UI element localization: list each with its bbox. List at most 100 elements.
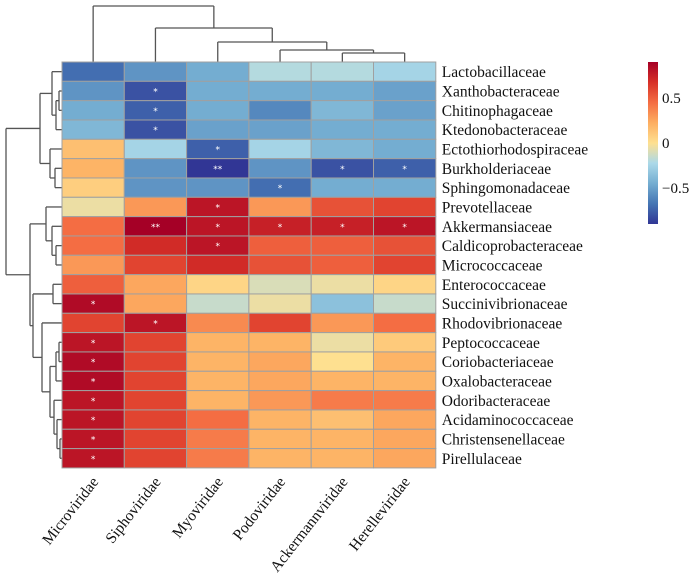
heatmap-cell (310, 119, 375, 140)
row-label: Rhodovibrionaceae (442, 315, 563, 332)
heatmap-cell (248, 100, 312, 121)
heatmap-cell (310, 235, 375, 256)
row-label: Micrococcaceae (442, 257, 543, 274)
row-label: Lactobacillaceae (442, 64, 546, 81)
row-label: Akkermansiaceae (442, 219, 552, 236)
row-label: Succinivibrionaceae (442, 296, 568, 313)
significance-marker: * (153, 87, 158, 97)
heatmap-cell (310, 370, 375, 392)
heatmap-cell (123, 196, 188, 218)
heatmap-cell (123, 448, 188, 469)
heatmap-cell (310, 312, 375, 334)
column-label: Myoviridae (169, 474, 227, 542)
significance-marker: * (91, 339, 96, 349)
heatmap-cell (123, 332, 188, 353)
column-label: Siphoviridae (102, 474, 164, 547)
heatmap-cell (123, 351, 188, 372)
heatmap-cell (123, 274, 188, 295)
row-label: Peptococcaceae (442, 335, 540, 352)
heatmap-cell (186, 61, 250, 82)
colorbar-gradient (648, 62, 658, 224)
significance-marker: * (216, 242, 221, 252)
significance-marker: * (91, 300, 96, 310)
row-label: Xanthobacteraceae (442, 83, 560, 100)
heatmap-cell (61, 100, 125, 121)
heatmap-cell (61, 312, 125, 334)
heatmap-cell (373, 390, 437, 411)
significance-marker: * (216, 223, 221, 233)
heatmap-cell (61, 254, 125, 276)
heatmap-cell (373, 100, 437, 121)
significance-marker: * (278, 223, 283, 233)
heatmap-cell (373, 409, 437, 430)
significance-marker: * (153, 126, 158, 136)
row-label: Ktedonobacteraceae (442, 122, 568, 139)
heatmap-cell (310, 177, 375, 198)
heatmap-cell (373, 332, 437, 353)
heatmap-cell (248, 390, 312, 411)
colorbar-tick-label: 0.5 (662, 91, 681, 107)
row-label: Oxalobacteraceae (442, 373, 552, 390)
column-labels: Microviridae Siphoviridae Myoviridae Podovi… (39, 474, 414, 575)
heatmap-cell (123, 409, 188, 430)
row-label: Burkholderiaceae (442, 161, 551, 178)
heatmap-cell (248, 61, 312, 82)
heatmap-cell (373, 448, 437, 469)
heatmap-cell (373, 370, 437, 392)
heatmap-cell (186, 409, 250, 430)
heatmap-cell (310, 80, 375, 102)
heatmap-cell (373, 274, 437, 295)
heatmap-cell (310, 332, 375, 353)
heatmap-cell (373, 312, 437, 334)
heatmap-cell (61, 80, 125, 102)
row-label: Chitinophagaceae (442, 103, 553, 120)
heatmap-cell (248, 254, 312, 276)
row-label: Odoribacteraceae (442, 393, 551, 410)
significance-marker: * (91, 416, 96, 426)
heatmap-cell (310, 196, 375, 218)
heatmap-cell (123, 254, 188, 276)
heatmap-cell (186, 177, 250, 198)
heatmap-cell (186, 332, 250, 353)
row-label: Ectothiorhodospiraceae (442, 141, 588, 158)
row-label: Christensenellaceae (442, 431, 565, 448)
heatmap-cell (186, 274, 250, 295)
significance-marker: * (216, 203, 221, 213)
heatmap-cell (248, 158, 312, 179)
heatmap-cell (123, 390, 188, 411)
column-label: Herelleviridae (346, 474, 414, 554)
significance-marker: * (153, 319, 158, 329)
row-label: Acidaminococcaceae (442, 412, 574, 429)
heatmap-cell (248, 428, 312, 450)
column-label: Podoviridae (230, 474, 290, 544)
heatmap-cell (373, 196, 437, 218)
heatmap-cell (186, 428, 250, 450)
significance-marker: ** (151, 223, 161, 233)
heatmap-cell (373, 80, 437, 102)
heatmap-cell (248, 119, 312, 140)
colorbar: 0.5 0 −0.5 (648, 62, 689, 224)
row-label: Pirellulaceae (442, 451, 522, 468)
significance-marker: * (91, 435, 96, 445)
heatmap-cell (310, 293, 375, 314)
colorbar-tick-label: 0 (662, 136, 670, 152)
heatmap-cell (123, 293, 188, 314)
heatmap-cell (373, 293, 437, 314)
significance-marker: * (153, 107, 158, 117)
heatmap-cell (186, 448, 250, 469)
significance-marker: * (402, 223, 407, 233)
heatmap-cell (373, 235, 437, 256)
column-label: Microviridae (39, 474, 102, 548)
heatmap-cell (248, 409, 312, 430)
heatmap-cell (373, 61, 437, 82)
row-dendrogram (5, 71, 62, 459)
heatmap-cell (123, 158, 188, 179)
heatmap-cell (310, 448, 375, 469)
row-label: Sphingomonadaceae (442, 180, 570, 197)
heatmap-cell (61, 177, 125, 198)
heatmap-cell (310, 390, 375, 411)
heatmap-cells: ****** * ***** * * * *********** (61, 61, 437, 469)
heatmap-cell (123, 235, 188, 256)
heatmap-cell (248, 370, 312, 392)
